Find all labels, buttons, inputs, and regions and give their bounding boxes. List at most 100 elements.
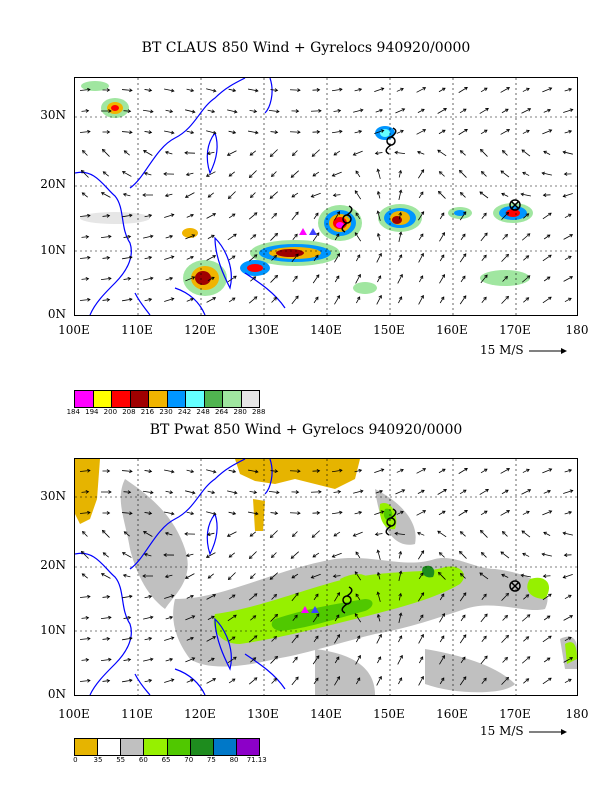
wind-arrow bbox=[313, 212, 319, 220]
wind-arrow bbox=[398, 613, 402, 623]
wind-arrowhead bbox=[380, 510, 385, 514]
wind-arrowhead bbox=[352, 533, 357, 537]
wind-arrow bbox=[186, 172, 194, 176]
wind-arrowhead bbox=[150, 490, 154, 495]
gyre-symbol bbox=[341, 127, 397, 233]
wind-arrow bbox=[143, 150, 153, 156]
wind-arrowhead bbox=[233, 109, 238, 114]
marker-triangles bbox=[299, 228, 317, 235]
wind-arrowhead bbox=[190, 469, 195, 474]
wind-arrowhead bbox=[212, 469, 217, 474]
wind-arrowhead bbox=[211, 615, 215, 620]
wind-arrow bbox=[291, 551, 299, 559]
wind-arrowhead bbox=[483, 212, 487, 217]
wind-arrow bbox=[398, 635, 402, 643]
wind-arrow bbox=[354, 190, 362, 200]
wind-arrowhead bbox=[562, 575, 567, 579]
wind-arrowhead bbox=[548, 296, 552, 301]
wind-arrowhead bbox=[525, 678, 530, 682]
wind-arrowhead bbox=[380, 87, 385, 91]
wind-arrow bbox=[102, 149, 110, 157]
wind-arrow bbox=[79, 680, 91, 682]
wind-arrowhead bbox=[443, 108, 447, 112]
wind-arrowhead bbox=[212, 678, 217, 682]
colorbar-tick-label: 65 bbox=[161, 756, 171, 764]
wind-arrow bbox=[564, 511, 572, 515]
wind-arrow bbox=[144, 131, 152, 133]
wind-arrow bbox=[228, 255, 236, 261]
wind-arrowhead bbox=[506, 87, 511, 91]
wind-arrow bbox=[438, 87, 446, 93]
wind-arrow bbox=[397, 655, 403, 665]
wind-arrow bbox=[122, 256, 132, 260]
wind-arrowhead bbox=[526, 129, 530, 134]
wind-arrowhead bbox=[233, 275, 237, 280]
wind-arrowhead bbox=[398, 169, 403, 174]
top-lon-label: 130E bbox=[247, 323, 279, 337]
wind-arrow bbox=[460, 275, 466, 283]
wind-arrow bbox=[292, 657, 298, 663]
wind-arrow bbox=[521, 656, 531, 664]
wind-arrow bbox=[333, 194, 341, 196]
wind-arrow bbox=[292, 150, 298, 156]
wind-arrow bbox=[228, 511, 236, 515]
wind-arrow bbox=[377, 169, 381, 179]
wind-arrowhead bbox=[228, 554, 233, 558]
wind-arrowhead bbox=[437, 530, 441, 535]
wind-arrowhead bbox=[462, 592, 467, 596]
wind-arrowhead bbox=[332, 574, 337, 578]
wind-arrowhead bbox=[297, 469, 301, 474]
wind-arrow bbox=[248, 130, 258, 134]
wind-arrow bbox=[124, 531, 130, 537]
wind-arrow bbox=[521, 149, 531, 157]
wind-arrowhead bbox=[253, 212, 258, 216]
wind-arrow bbox=[82, 573, 88, 579]
wind-arrow bbox=[227, 275, 237, 283]
wind-arrowhead bbox=[543, 150, 547, 155]
wind-arrow bbox=[334, 233, 340, 241]
wind-arrow bbox=[270, 275, 278, 283]
wind-arrowhead bbox=[483, 129, 488, 134]
wind-arrow bbox=[206, 130, 216, 134]
wind-arrowhead bbox=[169, 109, 174, 114]
wind-arrow bbox=[417, 211, 425, 221]
wind-arrowhead bbox=[211, 276, 215, 281]
wind-arrow bbox=[501, 254, 509, 262]
wind-arrowhead bbox=[276, 109, 280, 114]
wind-arrowhead bbox=[462, 275, 466, 280]
wind-arrow bbox=[543, 615, 551, 621]
wind-arrow bbox=[101, 573, 111, 579]
wind-arrow bbox=[268, 490, 280, 494]
wind-arrowhead bbox=[420, 550, 425, 554]
wind-arrowhead bbox=[569, 234, 574, 238]
wind-arrow bbox=[375, 490, 383, 494]
wind-arrowhead bbox=[87, 213, 91, 218]
wind-arrowhead bbox=[249, 152, 254, 156]
wind-arrowhead bbox=[108, 490, 112, 494]
lat-lon-grid bbox=[75, 459, 577, 695]
wind-arrow bbox=[501, 635, 509, 643]
colorbar-tick-label: 70 bbox=[184, 756, 194, 764]
wind-arrowhead bbox=[462, 634, 467, 638]
wind-arrowhead bbox=[331, 554, 336, 558]
wind-arrowhead bbox=[336, 295, 340, 299]
wind-arrow bbox=[121, 512, 133, 514]
wind-arrow bbox=[122, 171, 132, 177]
wind-arrow bbox=[542, 677, 552, 685]
wind-arrowhead bbox=[273, 212, 277, 217]
wind-arrowhead bbox=[462, 233, 466, 238]
wind-arrow bbox=[249, 150, 257, 156]
wind-arrow bbox=[564, 594, 572, 600]
wind-arrow bbox=[228, 130, 236, 134]
wind-arrowhead bbox=[547, 108, 551, 113]
coastlines bbox=[75, 459, 286, 695]
wind-arrowhead bbox=[252, 276, 257, 280]
wind-arrowhead bbox=[526, 275, 531, 279]
colorbar-tick-label: 75 bbox=[206, 756, 216, 764]
wind-arrowhead bbox=[295, 253, 299, 258]
wind-arrow bbox=[334, 592, 340, 602]
wind-arrowhead bbox=[526, 656, 531, 660]
wind-arrow bbox=[334, 275, 340, 283]
wind-arrowhead bbox=[440, 296, 445, 300]
bottom-map-canvas bbox=[75, 459, 577, 695]
